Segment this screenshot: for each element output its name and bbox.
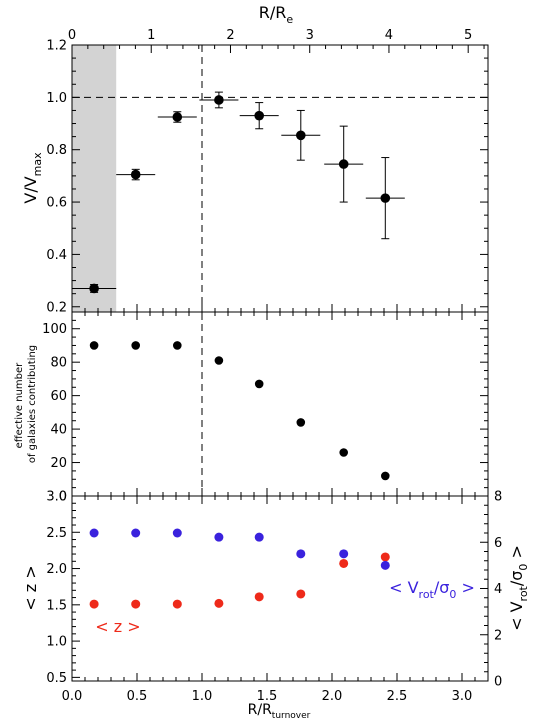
x-tick-label: 2.0 [322,689,343,704]
y-tick-label: 20 [50,456,67,471]
v-sigma-point [254,532,264,542]
re-tick-label: 0 [68,28,76,43]
galaxy-count-point [214,356,224,365]
redshift-data-points [89,528,390,609]
y-tick-label: 1.5 [46,598,67,613]
v-sigma-point [296,549,306,559]
velocity-point [172,112,183,122]
galaxy-count-point [296,418,306,427]
y-tick-label: 1.0 [46,635,67,650]
y-tick-label: 0 [59,490,67,505]
velocity-axis-title: V/Vmax [21,152,44,204]
velocity-panel: 0.2 0.4 0.6 0.8 1.0 1.2 0 1 2 3 4 5 R/Re V/Vmax [21,3,489,315]
velocity-point [338,159,349,169]
y-tick-label: 80 [50,356,67,371]
re-tick-label: 1 [147,28,155,43]
v-sigma-point [89,528,99,538]
galaxy-count-y-ticks: 0 20 40 60 80 100 [42,311,488,505]
velocity-point [89,283,99,294]
redshift-point [339,558,349,568]
redshift-point [131,599,141,609]
redshift-panel: 0.5 1.0 1.5 2.0 2.5 3.0 0 2 4 6 8 0.0 0.5 1.0 1.5 2.0… [21,490,530,722]
galaxy-count-x-ticks [71,312,489,496]
y-tick-label: 8 [494,490,502,505]
redshift-left-y-ticks: 0.5 1.0 1.5 2.0 2.5 3.0 [46,490,80,686]
redshift-point [254,592,264,602]
y-tick-label: 60 [50,389,67,404]
radius-axis-title: R/Rturnover [248,702,311,721]
y-tick-label: 3.0 [46,490,67,505]
y-tick-label: 0.8 [46,143,67,158]
x-tick-label: 2.5 [387,689,408,704]
x-tick-label: 0.0 [62,689,83,704]
radius-x-ticks: 0.0 0.5 1.0 1.5 2.0 2.5 3.0 [62,496,489,704]
y-tick-label: 0.5 [46,671,67,686]
y-tick-label: 4 [494,582,502,597]
v-sigma-point [131,528,141,538]
velocity-point [214,95,224,105]
redshift-point [89,599,99,609]
x-tick-label: 0.5 [127,689,148,704]
velocity-point [254,110,264,121]
re-tick-label: 3 [306,28,314,43]
velocity-point [296,130,306,141]
re-tick-label: 5 [464,28,472,43]
re-axis-title: R/Re [259,3,294,26]
y-tick-label: 2.5 [46,526,67,541]
redshift-point [214,598,224,608]
v-sigma-point [380,560,390,570]
redshift-point [172,599,182,609]
re-axis-ticks: 0 1 2 3 4 5 [68,28,485,53]
galaxy-count-points [89,341,390,481]
galaxy-count-panel: 0 20 40 60 80 100 effective number of galaxie… [14,311,489,505]
y-tick-label: 1.0 [46,91,67,106]
x-tick-label: 3.0 [452,689,473,704]
velocity-point [130,169,141,180]
inner-region-shading [72,45,117,312]
galaxy-count-point [131,341,140,350]
velocity-x-ticks [71,304,489,312]
v-sigma-axis-title: < Vrot/σ0 > [507,545,530,631]
y-tick-label: 0 [494,675,502,690]
galaxy-count-point [173,341,182,350]
galaxy-count-axis-title: effective number of galaxies contributin… [14,345,38,463]
galaxy-count-panel-frame [71,311,489,497]
re-tick-label: 4 [385,28,393,43]
redshift-axis-title: < z > [21,565,40,610]
y-tick-label: 2.0 [46,562,67,577]
x-tick-label: 1.5 [257,689,278,704]
v-sigma-point [339,549,349,559]
y-tick-label: 2 [494,628,502,643]
galaxy-count-point [381,471,390,481]
v-sigma-point [172,528,182,538]
v-sigma-annotation: < Vrot/σ0 > [389,578,475,601]
y-tick-label: 0.4 [46,248,67,263]
y-tick-label: 0.2 [46,300,67,315]
y-tick-label: 0.6 [46,196,67,211]
galaxy-count-point [89,341,99,350]
velocity-data-points [72,91,405,294]
y-tick-label: 100 [42,322,67,337]
y-tick-label: 6 [494,536,502,551]
galaxy-count-point [254,379,264,389]
v-sigma-point [214,532,224,542]
redshift-point [380,552,390,562]
galaxy-count-point [339,448,349,457]
re-tick-label: 2 [226,28,234,43]
velocity-point [380,193,391,203]
velocity-y-ticks: 0.2 0.4 0.6 0.8 1.0 1.2 [46,39,488,315]
redshift-point [296,589,306,599]
redshift-right-y-ticks: 0 2 4 6 8 [480,490,502,690]
redshift-annotation: < z > [95,617,140,636]
x-tick-label: 1.0 [192,689,213,704]
y-tick-label: 40 [50,423,67,438]
y-tick-label: 1.2 [46,39,67,54]
